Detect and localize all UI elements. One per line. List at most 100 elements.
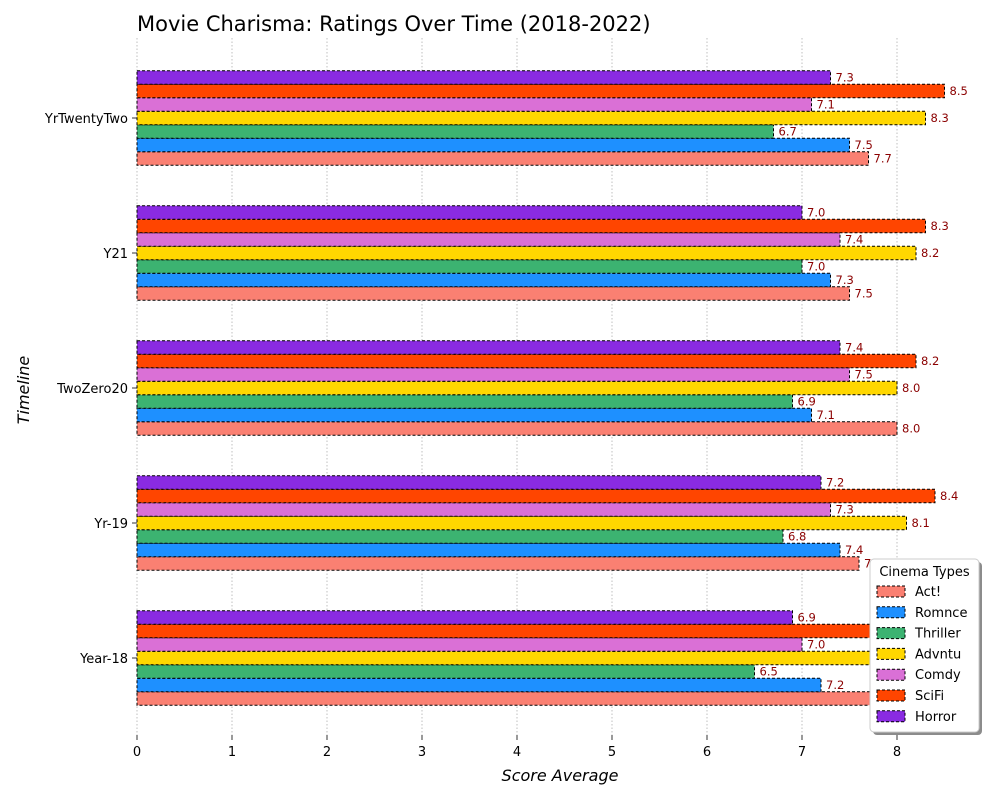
legend-swatch bbox=[876, 647, 906, 660]
data-label: 8.0 bbox=[902, 422, 920, 436]
x-tick-label: 1 bbox=[228, 745, 236, 760]
bar bbox=[136, 542, 841, 558]
legend-entry[interactable]: Comdy bbox=[876, 668, 961, 683]
x-tick-label: 8 bbox=[893, 745, 901, 760]
data-label: 7.0 bbox=[807, 638, 825, 652]
data-label: 6.9 bbox=[798, 611, 816, 625]
x-tick-label: 3 bbox=[418, 745, 426, 760]
legend-swatch bbox=[876, 585, 906, 598]
data-label: 7.1 bbox=[817, 408, 835, 422]
data-label: 7.1 bbox=[817, 98, 835, 112]
data-label: 7.7 bbox=[874, 152, 892, 166]
data-label: 7.5 bbox=[855, 368, 873, 382]
bar bbox=[136, 259, 803, 274]
x-tick-label: 4 bbox=[513, 745, 521, 760]
x-tick-label: 6 bbox=[703, 745, 711, 760]
bar bbox=[136, 610, 793, 625]
bar bbox=[136, 232, 841, 247]
data-label: 8.0 bbox=[902, 381, 920, 395]
data-label: 7.0 bbox=[807, 260, 825, 274]
legend-entry[interactable]: SciFi bbox=[876, 689, 944, 704]
legend-title: Cinema Types bbox=[879, 565, 970, 580]
legend-label: SciFi bbox=[915, 689, 944, 704]
bar bbox=[136, 421, 898, 436]
bar bbox=[136, 137, 850, 153]
bar bbox=[136, 205, 803, 220]
legend-label: Horror bbox=[915, 710, 957, 725]
data-label: 7.2 bbox=[826, 476, 844, 490]
legend-entry[interactable]: Act! bbox=[876, 585, 941, 600]
data-label: 7.4 bbox=[845, 341, 863, 355]
data-label: 6.8 bbox=[788, 530, 806, 544]
x-tick-label: 2 bbox=[323, 745, 331, 760]
y-tick-label: Year-18 bbox=[79, 652, 128, 667]
legend-swatch bbox=[876, 627, 906, 640]
data-label: 8.2 bbox=[921, 354, 939, 368]
bar bbox=[136, 380, 898, 396]
y-tick-label: YrTwentyTwo bbox=[44, 112, 128, 127]
bar bbox=[136, 218, 926, 234]
data-label: 6.9 bbox=[798, 395, 816, 409]
bar bbox=[136, 677, 822, 693]
data-label: 8.3 bbox=[931, 219, 949, 233]
bar bbox=[136, 394, 793, 409]
data-label: 7.5 bbox=[855, 287, 873, 301]
bar bbox=[136, 340, 841, 355]
legend-entry[interactable]: Horror bbox=[876, 710, 957, 725]
data-label: 7.3 bbox=[836, 273, 854, 287]
bar bbox=[136, 515, 907, 531]
bar bbox=[136, 110, 926, 126]
data-label: 8.4 bbox=[940, 489, 958, 503]
bar bbox=[136, 97, 812, 112]
bar bbox=[136, 367, 850, 382]
legend-box bbox=[869, 558, 980, 733]
x-tick-label: 5 bbox=[608, 745, 616, 760]
legend-entry[interactable]: Romnce bbox=[876, 606, 967, 621]
x-tick-label: 7 bbox=[798, 745, 806, 760]
y-axis-label: Timeline bbox=[14, 356, 33, 425]
legend-swatch bbox=[876, 668, 906, 681]
legend-label: Comdy bbox=[915, 668, 961, 683]
data-label: 7.3 bbox=[836, 503, 854, 517]
y-tick-label: Y21 bbox=[103, 247, 128, 262]
x-tick-label: 0 bbox=[133, 745, 141, 760]
data-label: 6.7 bbox=[779, 125, 797, 139]
y-tick-label: TwoZero20 bbox=[56, 382, 128, 397]
bar bbox=[136, 124, 774, 139]
legend-entry[interactable]: Advntu bbox=[876, 647, 961, 662]
bar bbox=[136, 691, 879, 706]
bar bbox=[136, 529, 784, 544]
legend-swatch bbox=[876, 606, 906, 619]
bar bbox=[136, 650, 917, 666]
bar bbox=[136, 502, 831, 517]
y-tick-label: Yr-19 bbox=[93, 517, 128, 532]
data-label: 7.3 bbox=[836, 71, 854, 85]
data-label: 7.2 bbox=[826, 678, 844, 692]
bar bbox=[136, 272, 831, 288]
chart-title: Movie Charisma: Ratings Over Time (2018-… bbox=[137, 12, 651, 36]
data-label: 8.2 bbox=[921, 246, 939, 260]
data-label: 7.0 bbox=[807, 206, 825, 220]
data-label: 7.4 bbox=[845, 543, 863, 557]
data-label: 8.3 bbox=[931, 111, 949, 125]
bar bbox=[136, 353, 917, 369]
bar bbox=[136, 151, 869, 166]
legend-entry[interactable]: Thriller bbox=[876, 627, 961, 642]
bar bbox=[136, 407, 812, 423]
bar bbox=[136, 637, 803, 652]
bar bbox=[136, 475, 822, 490]
legend[interactable]: Cinema Types Act! Romnce Thriller Advntu Comd… bbox=[869, 558, 982, 735]
legend-swatch bbox=[876, 689, 906, 702]
legend-label: Thriller bbox=[914, 627, 961, 642]
data-label: 7.4 bbox=[845, 233, 863, 247]
data-label: 6.5 bbox=[760, 665, 778, 679]
bar bbox=[136, 664, 755, 679]
legend-label: Act! bbox=[915, 585, 941, 600]
bar bbox=[136, 488, 936, 504]
bar bbox=[136, 556, 860, 571]
bar bbox=[136, 286, 850, 301]
bar bbox=[136, 245, 917, 261]
legend-label: Romnce bbox=[915, 606, 967, 621]
